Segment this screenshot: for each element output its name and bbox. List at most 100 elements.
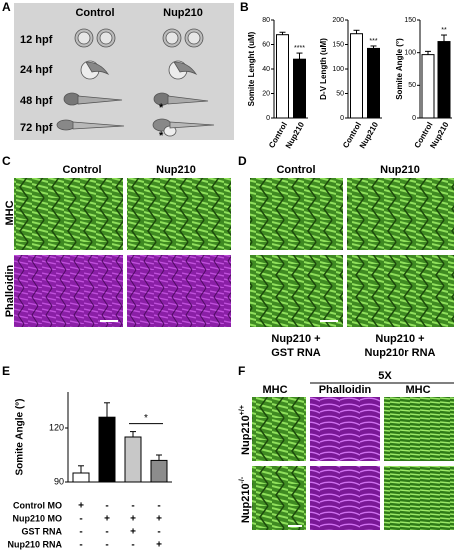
condition-label: Nup210 RNA xyxy=(7,539,62,549)
y-axis-label: Somite Lenght (uM) xyxy=(247,31,256,106)
condition-label: Control MO xyxy=(13,500,62,510)
row-label-sup: +/+ xyxy=(239,405,246,415)
y-tick-label: 200 xyxy=(332,17,344,24)
bar xyxy=(150,459,168,483)
asterisk: * xyxy=(159,130,164,142)
scale-bar xyxy=(288,525,302,527)
bar xyxy=(437,41,451,119)
bar xyxy=(124,436,142,483)
y-tick-label: 20 xyxy=(262,90,270,97)
condition-sign: - xyxy=(131,540,134,550)
micrograph xyxy=(384,466,454,530)
row-label: MHC xyxy=(4,200,16,225)
row-label: 24 hpf xyxy=(20,64,53,76)
column-label: Control xyxy=(62,164,101,176)
y-tick-label: 90 xyxy=(54,476,64,486)
column-label: Phalloidin xyxy=(319,384,372,396)
condition-sign: - xyxy=(79,540,82,550)
y-axis-label: D-V Length (uM) xyxy=(319,38,328,100)
y-axis-label: Somite Angle (°) xyxy=(15,399,26,476)
condition-sign: + xyxy=(156,540,162,550)
panel-label: D xyxy=(238,154,247,168)
y-tick-label: 40 xyxy=(262,66,270,73)
significance-label: *** xyxy=(369,38,377,45)
micrograph xyxy=(252,397,306,461)
y-tick-label: 0 xyxy=(266,115,270,122)
micrograph xyxy=(250,255,343,327)
row-label-sup: -/- xyxy=(239,476,246,483)
y-tick-label: 50 xyxy=(336,90,344,97)
bar xyxy=(72,472,90,483)
micrograph xyxy=(310,466,380,530)
micrograph xyxy=(127,178,231,250)
panel-label: F xyxy=(238,364,245,378)
scale-bar xyxy=(100,320,118,322)
condition-sign: - xyxy=(79,527,82,538)
panel-label: E xyxy=(2,364,10,378)
column-label: Nup210 xyxy=(163,7,203,19)
y-tick-label: 150 xyxy=(404,17,416,24)
condition-sign: + xyxy=(130,527,136,538)
micrograph xyxy=(14,255,123,327)
micrograph xyxy=(347,255,454,327)
embryos xyxy=(56,28,215,137)
caption: Nup210 + xyxy=(271,333,320,345)
column-label: Nup210 xyxy=(156,164,196,176)
panel-label: B xyxy=(240,0,249,14)
condition-sign: + xyxy=(130,514,136,525)
condition-sign: - xyxy=(105,527,108,538)
y-tick-label: 100 xyxy=(404,50,416,57)
micrograph xyxy=(127,255,231,327)
row-label-base: Nup210 xyxy=(240,483,252,523)
y-tick-label: 80 xyxy=(262,17,270,24)
caption: Nup210r RNA xyxy=(365,347,436,359)
bar xyxy=(293,58,306,119)
micrograph xyxy=(252,466,306,530)
asterisk: * xyxy=(159,102,164,114)
condition-label: GST RNA xyxy=(22,526,63,536)
panel-a-background xyxy=(14,3,234,140)
y-tick-label: 0 xyxy=(340,115,344,122)
significance-label: * xyxy=(144,413,148,424)
y-tick-label: 50 xyxy=(408,82,416,89)
panel-label: C xyxy=(2,154,11,168)
row-label: 12 hpf xyxy=(20,34,53,46)
micrograph xyxy=(310,397,380,461)
micrograph xyxy=(14,178,123,250)
condition-sign: + xyxy=(78,501,84,512)
condition-sign: + xyxy=(104,514,110,525)
y-tick-label: 120 xyxy=(49,422,64,432)
micrograph xyxy=(250,178,343,250)
significance-label: **** xyxy=(294,45,305,52)
bar xyxy=(98,416,116,483)
row-label: 48 hpf xyxy=(20,95,53,107)
column-label: Control xyxy=(276,164,315,176)
row-label: Phalloidin xyxy=(4,264,16,317)
y-tick-label: 60 xyxy=(262,41,270,48)
y-tick-label: 150 xyxy=(332,41,344,48)
row-label-base: Nup210 xyxy=(240,415,252,455)
bar xyxy=(276,34,289,119)
caption: Nup210 + xyxy=(375,333,424,345)
bar xyxy=(350,33,363,119)
y-axis-label: Somite Angle (°) xyxy=(395,38,404,100)
group-label: 5X xyxy=(378,370,392,382)
column-label: MHC xyxy=(405,384,430,396)
row-label: Nup210+/+ xyxy=(239,405,252,455)
row-label: 72 hpf xyxy=(20,122,53,134)
column-label: Control xyxy=(75,7,114,19)
significance-label: ** xyxy=(441,27,447,34)
scale-bar xyxy=(320,320,338,322)
condition-sign: - xyxy=(157,527,160,538)
column-label: MHC xyxy=(262,384,287,396)
row-label: Nup210-/- xyxy=(239,476,252,523)
column-label: Nup210 xyxy=(380,164,420,176)
panel-label: A xyxy=(2,0,11,14)
micrograph xyxy=(347,178,454,250)
condition-label: Nup210 MO xyxy=(12,513,62,523)
condition-sign: - xyxy=(79,514,82,525)
caption: GST RNA xyxy=(271,347,321,359)
y-tick-label: 100 xyxy=(332,66,344,73)
bar xyxy=(421,54,435,119)
